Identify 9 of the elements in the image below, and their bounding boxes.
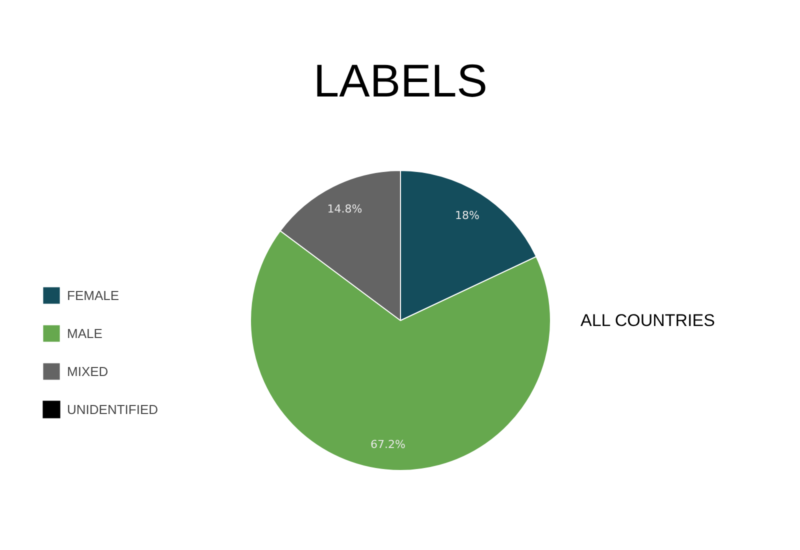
legend-label: MALE: [67, 326, 102, 340]
data-label: 18%: [454, 208, 480, 222]
chart-title: LABELS: [314, 54, 488, 106]
data-label: 14.8%: [327, 202, 362, 216]
legend-label: UNIDENTIFIED: [67, 402, 158, 416]
legend-label: MIXED: [67, 364, 108, 378]
data-label: 67.2%: [370, 438, 406, 451]
legend-label: FEMALE: [67, 288, 120, 302]
text: ALL COUNTRIES: [580, 311, 715, 330]
